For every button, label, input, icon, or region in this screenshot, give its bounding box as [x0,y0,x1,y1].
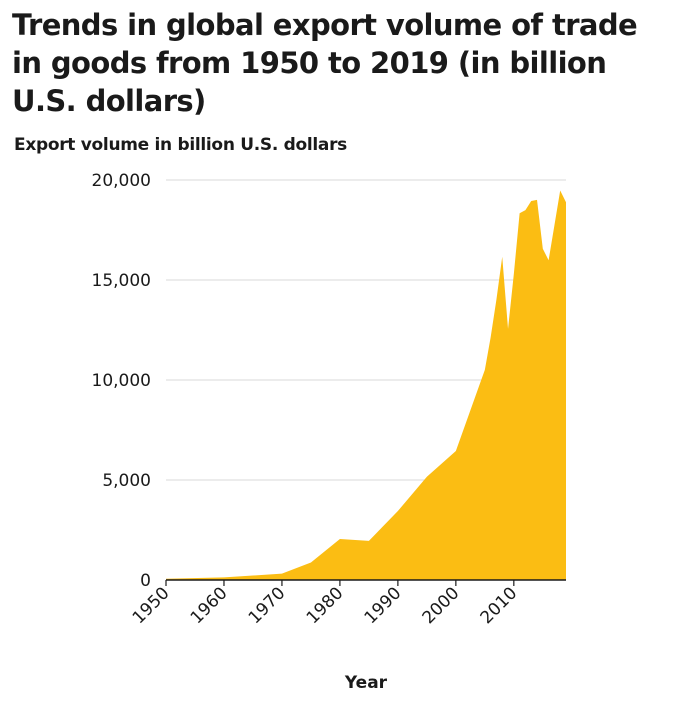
y-tick-label: 0 [140,571,151,591]
x-tick-label: 2000 [419,583,464,628]
x-ticks: 1950 1960 1970 1980 1990 2000 2010 [129,580,522,628]
x-tick-label: 1980 [303,583,348,628]
x-tick-label: 1960 [187,583,232,628]
x-tick-label: 1990 [361,583,406,628]
y-tick-label: 20,000 [92,171,151,191]
x-tick-label: 1970 [245,583,290,628]
y-tick-label: 5,000 [102,471,151,491]
y-tick-label: 15,000 [92,271,151,291]
y-tick-labels: 0 5,000 10,000 15,000 20,000 [92,171,151,591]
y-tick-label: 10,000 [92,371,151,391]
area-series [166,190,566,580]
chart-title: Trends in global export volume of trade … [12,8,638,118]
y-axis-label: Export volume in billion U.S. dollars [14,135,347,155]
x-tick-label: 1950 [129,583,174,628]
x-tick-label: 2010 [477,583,522,628]
x-axis-title: Year [344,673,388,693]
